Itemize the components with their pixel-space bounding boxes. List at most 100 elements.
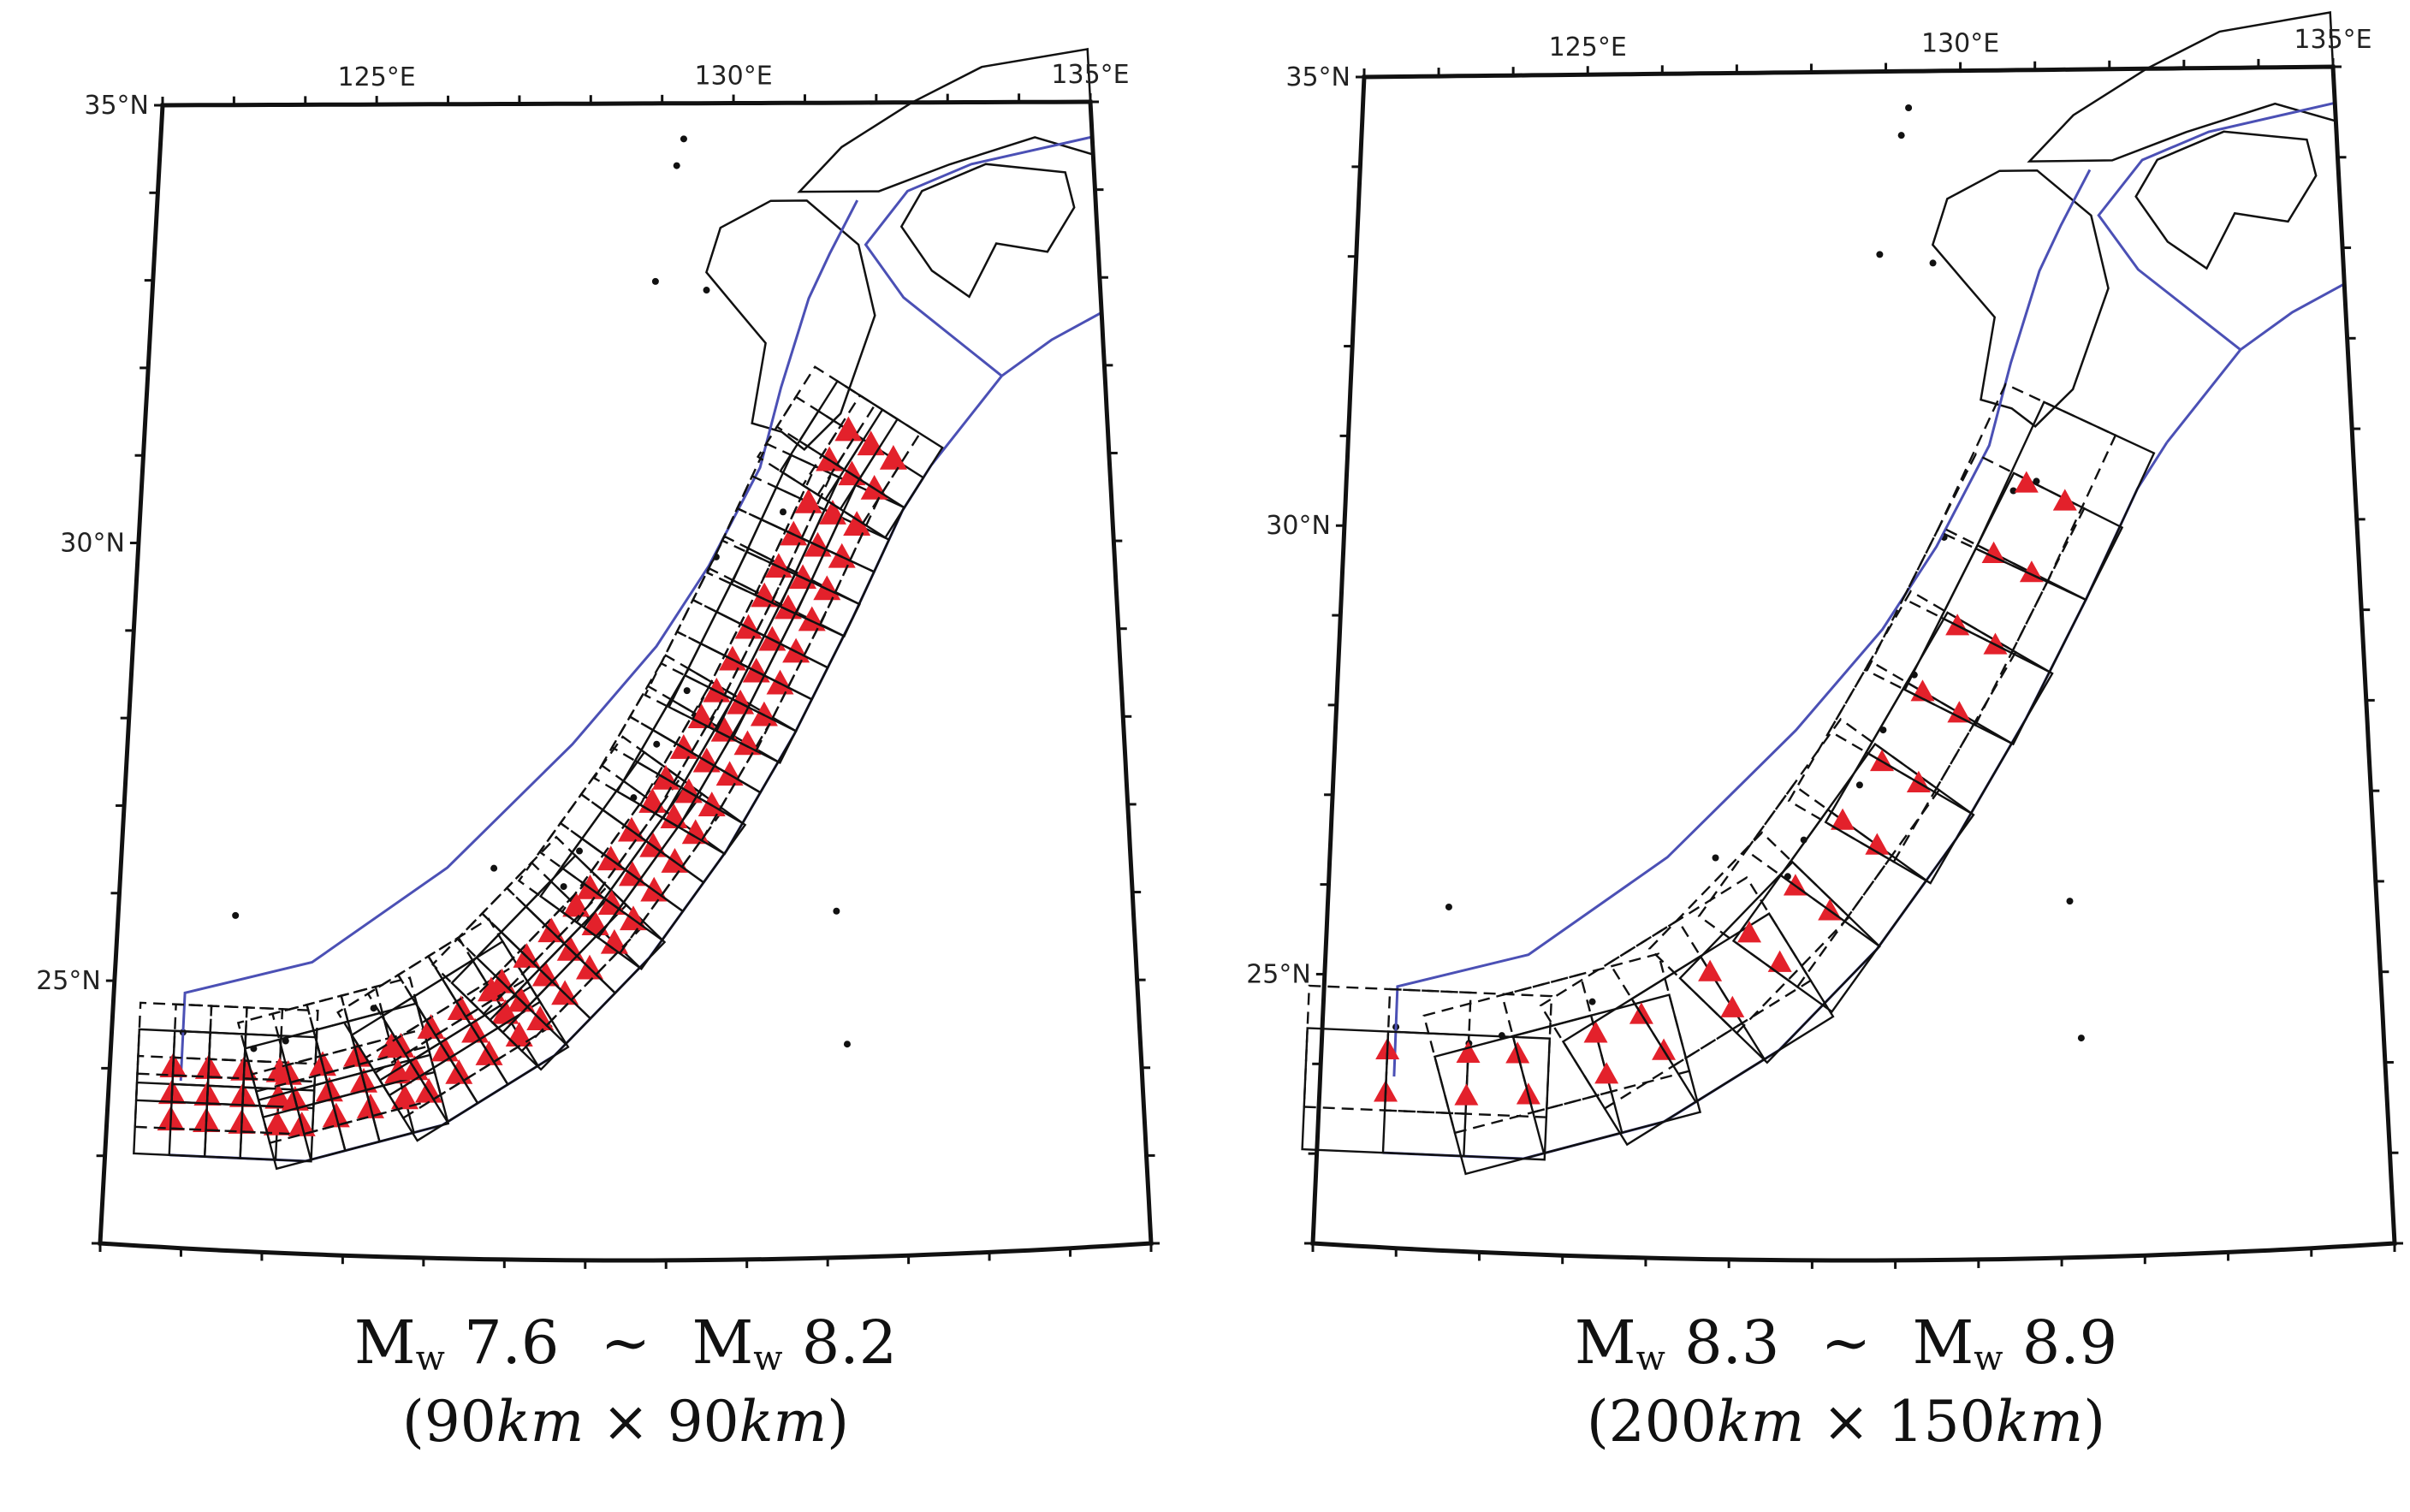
unit: km [1716, 1389, 1805, 1455]
island [1712, 854, 1719, 862]
epicenter-marker [562, 892, 591, 917]
mw-from: 7.6 [464, 1307, 560, 1378]
lat-label: 30°N [1266, 511, 1331, 541]
epicenter-marker [1983, 632, 2008, 655]
fault-length: 200 [1608, 1389, 1717, 1455]
island [680, 135, 687, 143]
mw-sub: w [415, 1339, 445, 1379]
epicenter-marker [1454, 1083, 1479, 1106]
paren-close: ) [2083, 1389, 2105, 1455]
fault-patches [133, 365, 944, 1171]
fault-patch [628, 654, 729, 754]
epicenter-marker [766, 669, 794, 695]
island [673, 162, 680, 169]
mw-symbol: M [1574, 1307, 1636, 1378]
paren-close: ) [827, 1389, 849, 1455]
epicenter-marker [715, 761, 744, 786]
mw-from: 8.3 [1684, 1307, 1780, 1378]
island [1897, 132, 1905, 139]
map-left: 35°N 30°N 25°N 125°E 130°E 135°E [36, 47, 1160, 1269]
caption-left: Mw 7.6 ~ Mw 8.2 (90km × 90km) [198, 1307, 1054, 1455]
island [1876, 251, 1884, 258]
fault-patch [1744, 717, 1941, 923]
island [1588, 998, 1596, 1005]
plate-boundary-line [864, 135, 1093, 377]
lat-label: 35°N [1285, 62, 1350, 92]
coastlines [1392, 11, 2337, 1047]
island [1905, 104, 1913, 112]
plate-boundary-line [1392, 169, 2092, 1077]
fault-patch [1383, 987, 1553, 1118]
lat-label: 25°N [1246, 959, 1311, 989]
ticks [92, 93, 1160, 1269]
lon-label: 130°E [694, 62, 772, 92]
epicenter-marker [1870, 749, 1895, 772]
fault-length: 90 [424, 1389, 496, 1455]
epicenter-marker [1720, 995, 1745, 1017]
paren-open: ( [402, 1389, 424, 1455]
island [490, 864, 498, 872]
island [843, 1041, 851, 1048]
island [1445, 903, 1452, 910]
epicenter-marker [751, 582, 779, 608]
epicenter-marker [1698, 959, 1723, 981]
epicenter-marker [1981, 541, 2006, 563]
lat-label: 25°N [36, 966, 101, 996]
mw-to: 8.2 [801, 1307, 898, 1378]
epicenter-marker [491, 999, 519, 1024]
fault-width: 150 [1887, 1389, 1996, 1455]
mw-to: 8.9 [2021, 1307, 2118, 1378]
coastline [1931, 169, 2110, 428]
epicenter-marker [780, 520, 808, 546]
coastline [899, 163, 1076, 299]
fault-patch [1828, 590, 2017, 794]
epicenter-marker [764, 553, 792, 578]
epicenter-marker [1945, 614, 1970, 636]
island [833, 907, 840, 915]
epicenter-marker [1583, 1021, 1608, 1043]
island [653, 740, 661, 748]
epicenter-marker [263, 1110, 291, 1135]
epicenter-marker [782, 637, 810, 663]
fault-patch [1902, 452, 2086, 655]
epicenter-marker [2052, 489, 2077, 511]
coastline [705, 199, 876, 451]
plate-boundary-line [929, 311, 1102, 466]
mw-sub: w [1635, 1339, 1665, 1379]
epicenter-marker [1831, 808, 1855, 830]
epicenter-marker [391, 1084, 419, 1110]
mw-sub: w [1974, 1339, 2003, 1379]
lon-label: 125°E [338, 62, 416, 92]
plate-boundary-line [1382, 442, 2169, 1160]
tilde: ~ [1820, 1307, 1872, 1378]
unit: km [739, 1389, 828, 1455]
epicenter-marker [2014, 471, 2039, 493]
fault-patch [775, 365, 876, 466]
paren-open: ( [1587, 1389, 1609, 1455]
lon-label: 135°E [1051, 60, 1129, 90]
mw-sub: w [753, 1339, 783, 1379]
epicenter-marker [828, 543, 856, 568]
fault-patches [1301, 382, 2156, 1176]
lat-label: 35°N [84, 91, 149, 121]
island [683, 687, 691, 695]
times: × [1822, 1389, 1870, 1455]
fault-size: (200km × 150km) [1418, 1389, 2274, 1455]
epicenter-marker [734, 614, 763, 639]
times: × [602, 1389, 650, 1455]
lat-label: 30°N [60, 529, 125, 559]
fault-patch [579, 735, 682, 838]
island [1929, 259, 1937, 267]
tilde: ~ [600, 1307, 651, 1378]
plate-boundaries [1382, 101, 2346, 1160]
epicenter-marker [1947, 701, 1972, 723]
island [2077, 1035, 2085, 1042]
caption-right: Mw 8.3 ~ Mw 8.9 (200km × 150km) [1418, 1307, 2274, 1455]
epicenter-marker [1594, 1062, 1619, 1084]
fault-patch [1936, 382, 2117, 584]
fault-patch [1607, 875, 1813, 1068]
unit: km [1995, 1389, 2084, 1455]
mw-symbol: M [353, 1307, 416, 1378]
